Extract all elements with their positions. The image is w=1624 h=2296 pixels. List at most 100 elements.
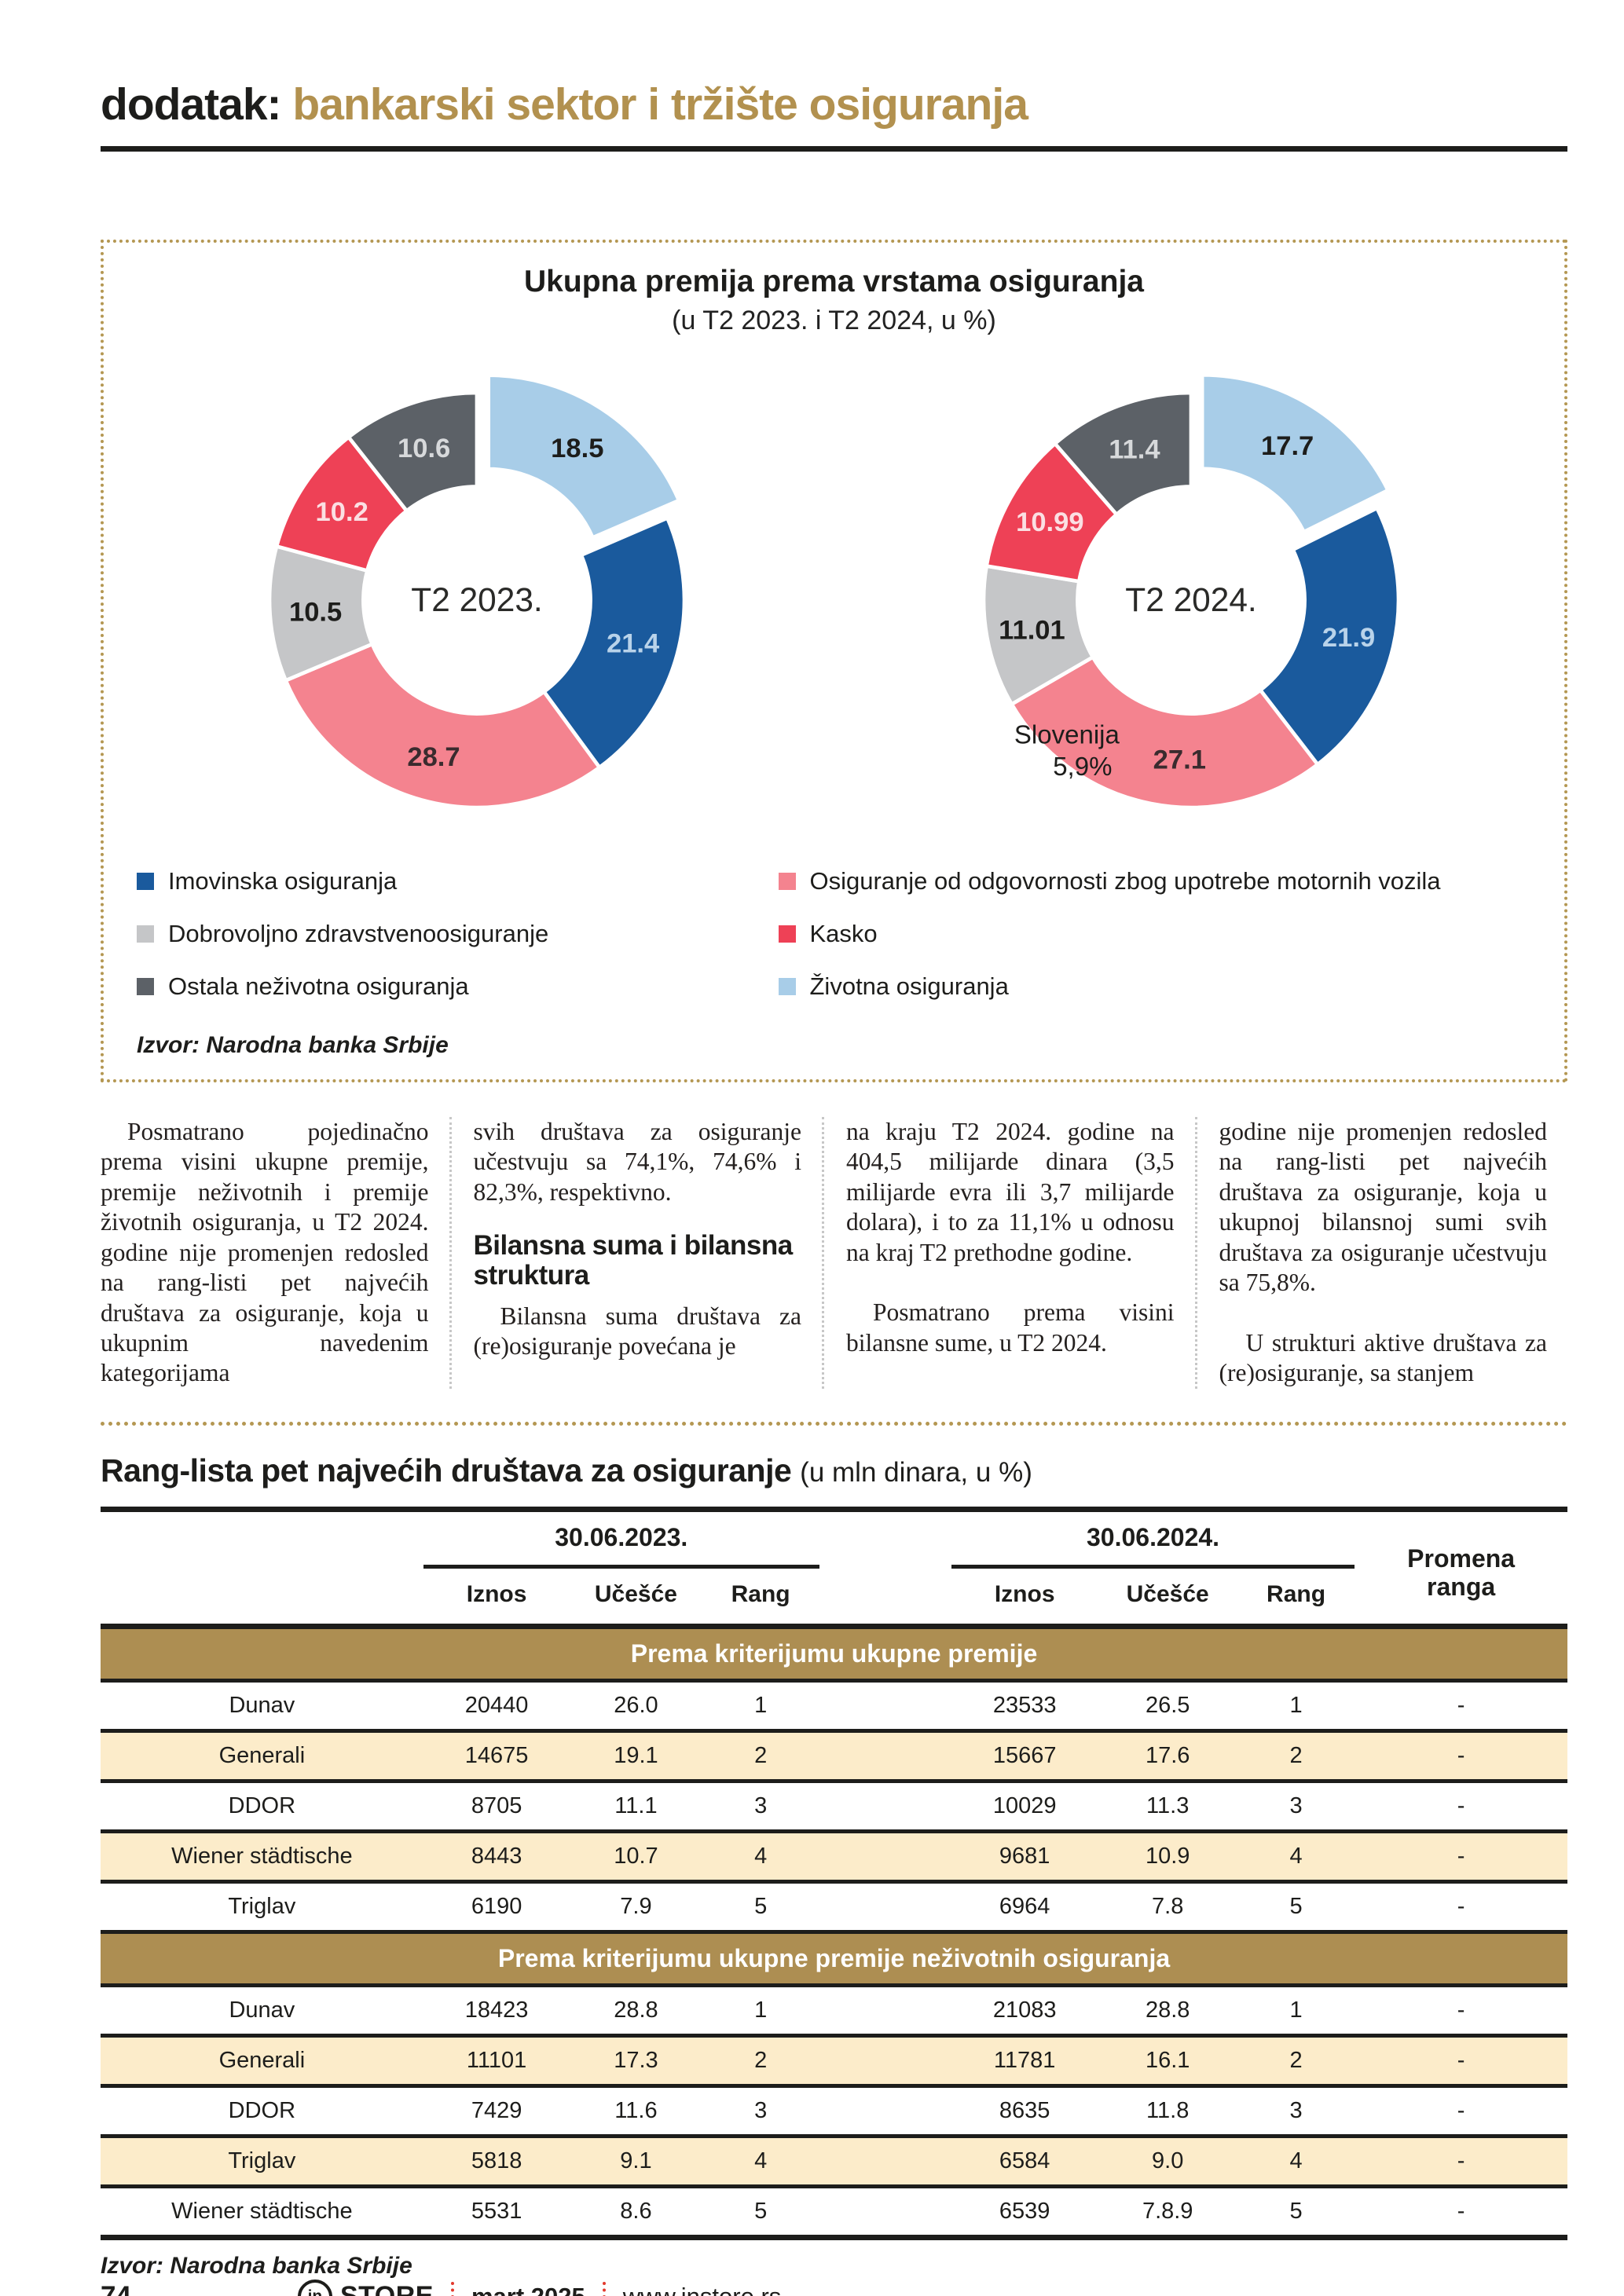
table-title-main: Rang-lista pet najvećih društava za osig… bbox=[101, 1452, 792, 1489]
section-divider bbox=[101, 1421, 1567, 1426]
table-row: Generali 14675 19.1 2 15667 17.6 2 - bbox=[101, 1730, 1567, 1782]
table-value-cell: - bbox=[1457, 2148, 1465, 2173]
table-value-cell: 5 bbox=[754, 2198, 768, 2224]
chart-legend: Imovinska osiguranja Dobrovoljno zdravstv… bbox=[119, 867, 1549, 1001]
table-value-cell: 6584 bbox=[999, 2148, 1050, 2173]
donut-segment-value-label: 10.99 bbox=[1016, 507, 1084, 537]
table-value-cell: 14675 bbox=[464, 1742, 529, 1768]
table-value-cell: 5 bbox=[754, 1893, 768, 1919]
table-value-cell: 26.0 bbox=[614, 1692, 658, 1718]
spacer-cell bbox=[819, 1509, 951, 1566]
table-value-cell: 16.1 bbox=[1145, 2047, 1190, 2073]
company-name-cell: DDOR bbox=[228, 2097, 296, 2123]
period-header-2023: 30.06.2023. bbox=[423, 1509, 819, 1569]
legend-swatch-icon bbox=[778, 925, 796, 943]
table-value-cell: 11.6 bbox=[614, 2097, 658, 2123]
section-band-label: Prema kriterijumu ukupne premije bbox=[630, 1639, 1038, 1668]
donut-center-label: T2 2024. bbox=[1126, 581, 1257, 618]
table-value-cell: 2 bbox=[1289, 2047, 1303, 2073]
table-value-cell: 6964 bbox=[999, 1893, 1050, 1919]
donut-svg: 17.7 21.9 27.1 11.01 10.99 11.4 T2 2024. Sloven… bbox=[981, 372, 1401, 810]
chart-panel: Ukupna premija prema vrstama osiguranja … bbox=[101, 240, 1567, 1082]
table-value-cell: 28.8 bbox=[614, 1997, 658, 2023]
table-value-cell: 11.1 bbox=[614, 1792, 658, 1818]
donut-segment-value-label: 21.4 bbox=[607, 629, 660, 659]
table-value-cell: 11.3 bbox=[1146, 1792, 1190, 1818]
donut-svg: 18.5 21.4 28.7 10.5 10.2 10.6 T2 2023. bbox=[267, 373, 687, 810]
chart-title: Ukupna premija prema vrstama osiguranja bbox=[524, 265, 1144, 298]
donut-segment-value-label: 11.4 bbox=[1109, 435, 1160, 465]
spacer-cell bbox=[101, 1566, 423, 1626]
page-title-main: bankarski sektor i tržište osiguranja bbox=[292, 79, 1028, 130]
instore-logo-text: STORE bbox=[340, 2281, 434, 2296]
footer-separator-icon bbox=[450, 2281, 454, 2296]
spacer-cell bbox=[819, 2136, 951, 2186]
donut-segment-value-label: 10.2 bbox=[315, 497, 368, 527]
company-name-cell: Triglav bbox=[228, 1893, 296, 1919]
spacer-cell bbox=[819, 1781, 951, 1831]
table-value-cell: 23533 bbox=[992, 1692, 1057, 1718]
spacer-cell bbox=[819, 1831, 951, 1881]
donut-segment-value-label: 11.01 bbox=[999, 615, 1065, 645]
table-value-cell: 7429 bbox=[471, 2097, 522, 2123]
legend-item: Osiguranje od odgovornosti zbog upotrebe… bbox=[778, 867, 1532, 895]
table-value-cell: 1 bbox=[1289, 1692, 1303, 1718]
chart-subtitle: (u T2 2023. i T2 2024, u %) bbox=[672, 306, 996, 335]
legend-item: Kasko bbox=[778, 920, 1532, 948]
table-section-band: Prema kriterijumu ukupne premije bbox=[101, 1626, 1567, 1681]
legend-swatch-icon bbox=[778, 873, 796, 890]
table-value-cell: 19.1 bbox=[614, 1742, 658, 1768]
table-row: Triglav 5818 9.1 4 6584 9.0 4 - bbox=[101, 2136, 1567, 2187]
col-header-ucesce-2024: Učešće bbox=[1126, 1580, 1209, 1607]
article-column-4: godine nije promenjen redosled na rang-l… bbox=[1194, 1117, 1568, 1389]
table-value-cell: 8443 bbox=[471, 1843, 522, 1869]
table-value-cell: 18423 bbox=[464, 1997, 529, 2023]
legend-item: Imovinska osiguranja bbox=[137, 867, 779, 895]
table-value-cell: 9.1 bbox=[620, 2148, 652, 2173]
page-header: dodatak: bankarski sektor i tržište osig… bbox=[101, 79, 1567, 152]
company-name-cell: Generali bbox=[218, 1742, 306, 1768]
ranking-table: 30.06.2023. 30.06.2024. Promena ranga Iz… bbox=[101, 1506, 1567, 2240]
table-value-cell: 8.6 bbox=[620, 2198, 652, 2224]
legend-item: Životna osiguranja bbox=[778, 972, 1532, 1001]
change-rank-header: Promena ranga bbox=[1407, 1543, 1516, 1601]
table-value-cell: 8635 bbox=[999, 2097, 1050, 2123]
donut-segment-value-label: 17.7 bbox=[1261, 431, 1314, 461]
article-paragraph: svih društava za osiguranje učestvuju sa… bbox=[473, 1118, 802, 1206]
table-value-cell: 11.8 bbox=[1146, 2097, 1190, 2123]
instore-logo-circle-icon: in bbox=[297, 2279, 332, 2296]
legend-label: Kasko bbox=[809, 920, 878, 947]
page-title-prefix: dodatak: bbox=[101, 79, 282, 130]
article-paragraph: na kraju T2 2024. godine na 404,5 milija… bbox=[846, 1118, 1175, 1266]
table-value-cell: 17.6 bbox=[1145, 1742, 1190, 1768]
footer-separator-icon bbox=[602, 2281, 606, 2296]
legend-swatch-icon bbox=[778, 978, 796, 995]
col-header-rang-2024: Rang bbox=[1267, 1580, 1326, 1607]
slovenija-annotation: 5,9% bbox=[1053, 752, 1112, 781]
table-value-cell: 7.8 bbox=[1152, 1893, 1184, 1919]
donut-chart-t2-2023: 18.5 21.4 28.7 10.5 10.2 10.6 T2 2023. bbox=[119, 341, 834, 859]
table-row: Dunav 20440 26.0 1 23533 26.5 1 - bbox=[101, 1680, 1567, 1730]
table-value-cell: - bbox=[1457, 1792, 1465, 1818]
table-value-cell: 4 bbox=[1289, 2148, 1303, 2173]
spacer-cell bbox=[819, 2186, 951, 2237]
table-subheader-row: Iznos Učešće Rang Iznos Učešće Rang bbox=[101, 1566, 1567, 1626]
table-value-cell: 2 bbox=[754, 2047, 768, 2073]
donut-segment bbox=[346, 390, 479, 514]
page-title: dodatak: bankarski sektor i tržište osig… bbox=[101, 79, 1567, 130]
table-row: Dunav 18423 28.8 1 21083 28.8 1 - bbox=[101, 1985, 1567, 2035]
table-value-cell: 3 bbox=[754, 2097, 768, 2123]
article-column-1: Posmatrano pojedinačno prema visini ukup… bbox=[101, 1117, 449, 1389]
donut-segment-value-label: 10.6 bbox=[398, 434, 450, 463]
table-value-cell: 11781 bbox=[993, 2047, 1056, 2073]
footer-website[interactable]: www.instore.rs bbox=[623, 2283, 782, 2296]
legend-label: Dobrovoljno zdravstvenoosiguranje bbox=[168, 920, 549, 947]
table-value-cell: 1 bbox=[1289, 1997, 1303, 2023]
table-value-cell: 6539 bbox=[999, 2198, 1050, 2224]
table-value-cell: - bbox=[1457, 1997, 1465, 2023]
legend-label: Osiguranje od odgovornosti zbog upotrebe… bbox=[809, 867, 1441, 895]
donut-segment bbox=[541, 515, 687, 771]
legend-label: Imovinska osiguranja bbox=[168, 867, 398, 895]
spacer-cell bbox=[819, 1566, 951, 1626]
donut-segment bbox=[1009, 654, 1321, 810]
